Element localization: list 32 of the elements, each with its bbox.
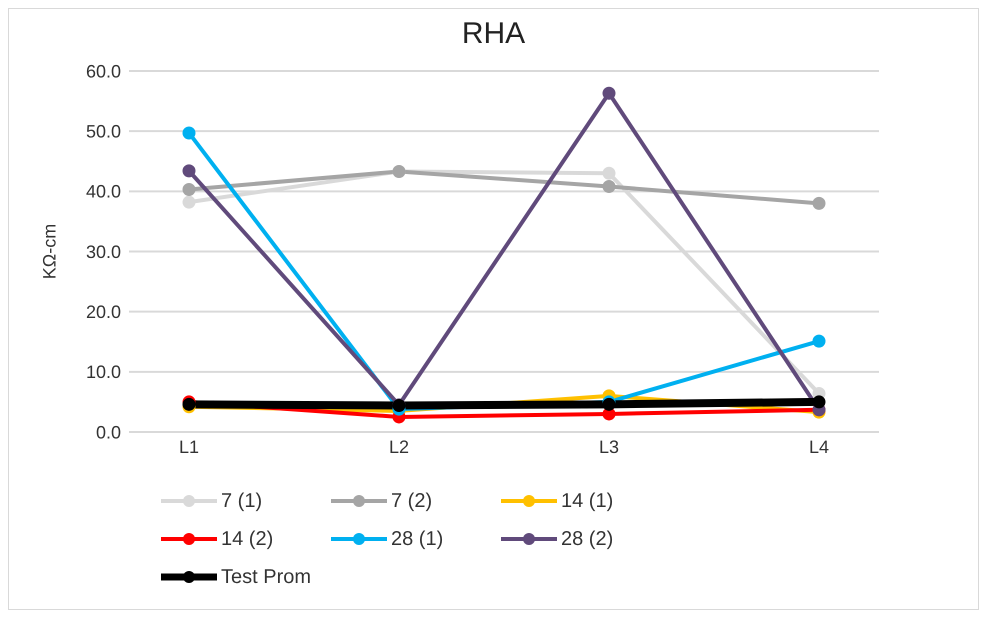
legend-label: 7 (1) [221, 490, 262, 512]
point [812, 196, 826, 210]
point [182, 164, 196, 178]
legend-label: 14 (1) [561, 490, 614, 512]
point [182, 126, 196, 140]
x-tick-label: L2 [388, 436, 410, 457]
point [602, 180, 616, 194]
y-axis-title: KΩ-cm [39, 224, 60, 280]
y-tick-label: 0.0 [96, 422, 121, 442]
point [182, 183, 196, 196]
point [182, 196, 196, 209]
x-tick-label: L1 [178, 436, 200, 457]
point [602, 166, 616, 180]
chart-title: RHA [460, 16, 526, 52]
legend-label: 7 (2) [391, 490, 432, 512]
point [602, 86, 616, 100]
legend-label: Test Prom [221, 566, 312, 588]
x-tick-label: L4 [808, 436, 830, 457]
legend-label: 28 (2) [561, 528, 614, 550]
y-tick-label: 30.0 [86, 242, 121, 262]
point [182, 398, 196, 411]
y-tick-label: 50.0 [86, 122, 121, 142]
point [812, 395, 826, 408]
y-tick-label: 20.0 [86, 302, 121, 322]
legend-label: 14 (2) [221, 528, 274, 550]
x-tick-label: L3 [598, 436, 620, 457]
legend-label: 28 (1) [391, 528, 444, 550]
point [812, 334, 826, 348]
y-tick-label: 60.0 [86, 61, 121, 82]
point [602, 398, 616, 411]
y-tick-label: 10.0 [86, 362, 121, 382]
y-tick-label: 40.0 [86, 182, 121, 202]
